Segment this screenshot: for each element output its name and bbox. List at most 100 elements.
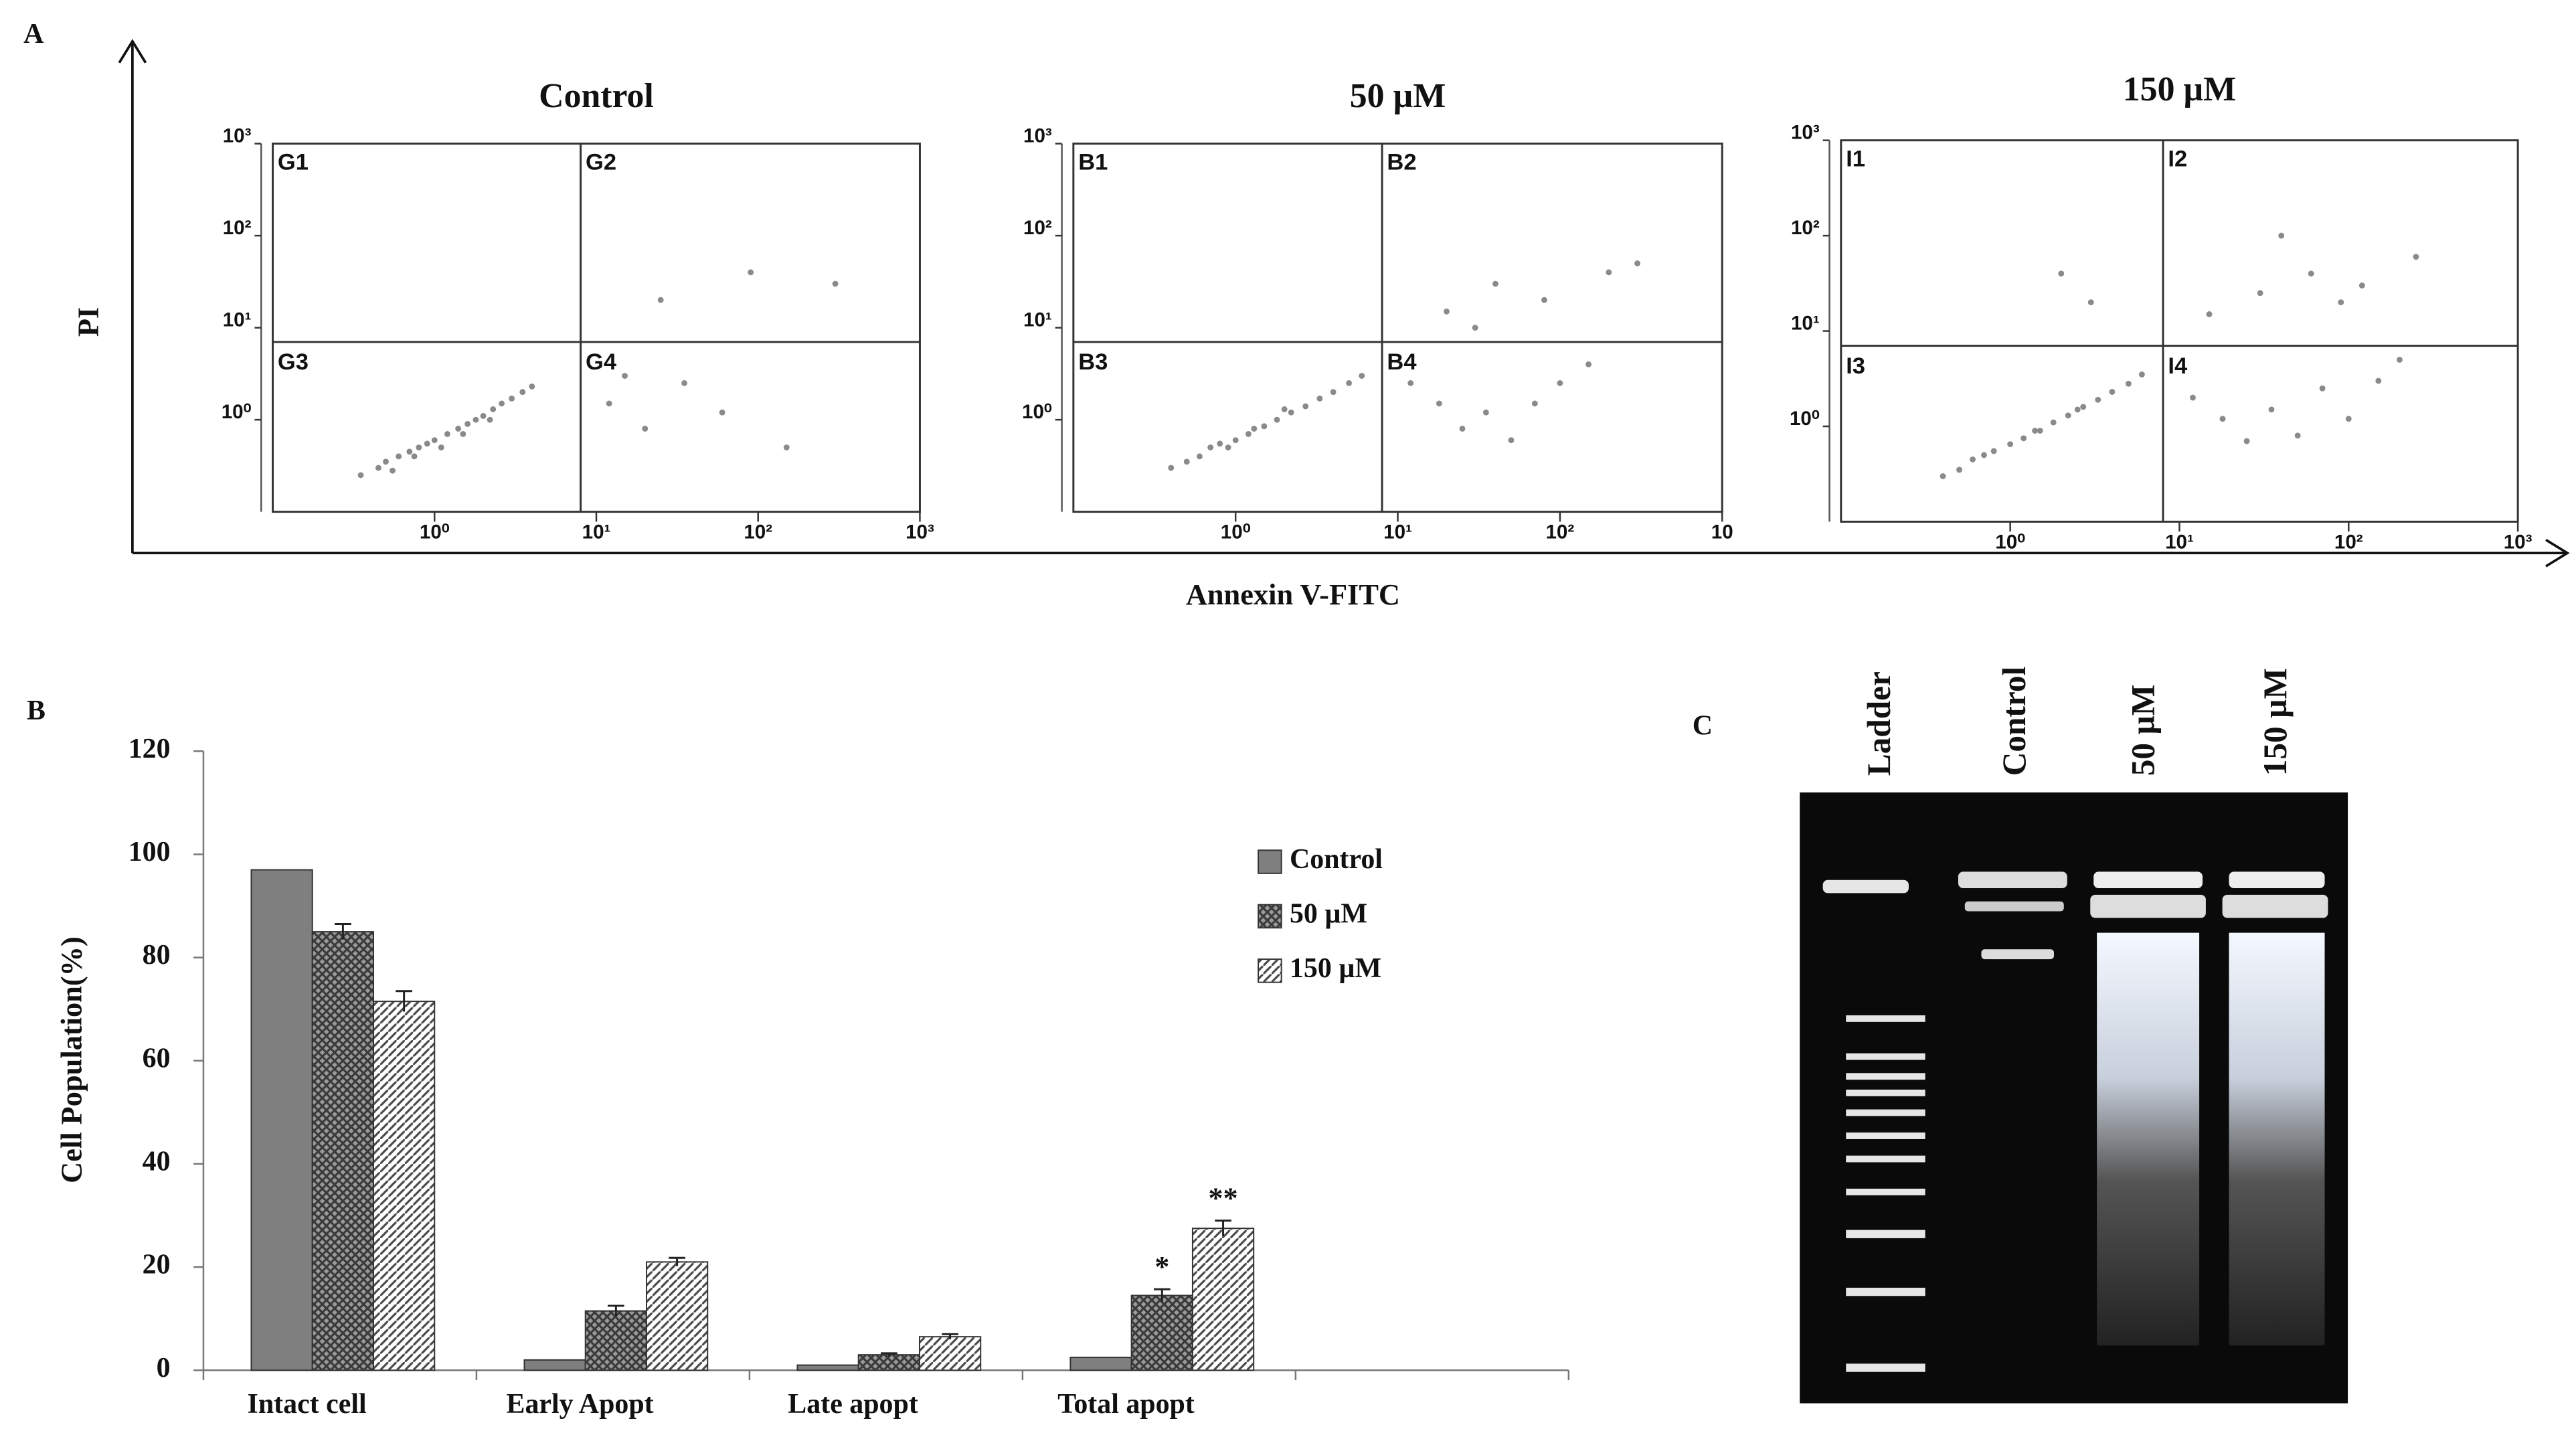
band (1846, 1073, 1925, 1080)
flow-axes (118, 39, 2570, 568)
x-axis-label: Annexin V-FITC (1186, 578, 1400, 611)
point (748, 269, 754, 276)
point (1531, 400, 1538, 407)
point (2278, 232, 2285, 239)
point (606, 400, 612, 407)
band (1846, 1053, 1925, 1060)
point (1281, 406, 1288, 412)
point (416, 444, 422, 450)
x-tick-label: 10² (1545, 521, 1574, 543)
y-axis-label: PI (71, 307, 104, 337)
point (383, 458, 389, 465)
point (1359, 373, 1365, 379)
lane-label: 50 µM (2124, 685, 2161, 776)
ladder-bands (1822, 879, 1925, 1372)
lane-label: Ladder (1861, 671, 1897, 776)
x-tick-label: 10⁰ (1995, 531, 2025, 553)
point (2396, 356, 2403, 363)
quadrant-label: I3 (1846, 353, 1865, 379)
arrow-head (2545, 538, 2570, 568)
point (460, 430, 466, 437)
band (1846, 1089, 1925, 1096)
point (1634, 260, 1640, 266)
point (657, 297, 664, 303)
error-bar (608, 1304, 624, 1317)
error-bar (942, 1333, 958, 1340)
point (2358, 282, 2365, 289)
point (1444, 308, 1450, 315)
point (783, 444, 790, 450)
point (2021, 435, 2027, 442)
quadrant-label: G4 (586, 349, 617, 375)
x-tick-label: 10² (744, 521, 772, 543)
point (499, 400, 505, 407)
y-tick-label: 10¹ (223, 309, 252, 331)
panel-label: B (27, 695, 46, 726)
y-tick-label: 10⁰ (1022, 401, 1052, 423)
legend-label: Control (1290, 844, 1383, 875)
point (2109, 389, 2116, 395)
plot-title: Control (539, 77, 654, 115)
quadrant-label: I2 (2168, 146, 2187, 171)
y-tick-label: 10³ (1791, 122, 1820, 144)
y-tick-label: 100 (128, 837, 171, 867)
x-tick-label: Intact cell (248, 1389, 367, 1420)
point (431, 437, 438, 444)
y-axis-label: Cell Population(%) (55, 936, 88, 1183)
band (2090, 894, 2206, 918)
point (1482, 409, 1489, 416)
point (2206, 311, 2213, 317)
point (1459, 426, 1466, 432)
point (2190, 394, 2196, 401)
y-tick-label: 20 (143, 1250, 171, 1280)
point (1207, 444, 1214, 450)
point (2308, 270, 2314, 277)
point (1196, 453, 1203, 460)
point (2037, 428, 2043, 434)
point (1225, 444, 1231, 450)
point (2095, 396, 2101, 403)
band (1846, 1287, 1925, 1296)
quadrant-label: B4 (1387, 349, 1417, 375)
quadrant-label: I1 (1846, 146, 1865, 171)
point (1302, 403, 1309, 410)
plot-title: 150 µM (2123, 70, 2236, 108)
point (1981, 452, 1987, 458)
point (1316, 396, 1323, 402)
x-tick-label: 10¹ (582, 521, 611, 543)
point (473, 416, 479, 423)
error-bar (335, 923, 351, 940)
x-tick-label: Total apopt (1057, 1389, 1195, 1420)
point (1990, 448, 1997, 454)
band (1846, 1363, 1925, 1372)
y-tick-label: 10³ (223, 125, 252, 147)
y-tick-label: 80 (143, 940, 171, 971)
legend-swatch (1258, 849, 1282, 874)
quadrant-label: G2 (586, 149, 616, 175)
point (2080, 404, 2087, 410)
gel (1800, 792, 2348, 1404)
point (2319, 385, 2326, 392)
point (1436, 400, 1442, 407)
point (1168, 465, 1175, 471)
bar (918, 1336, 982, 1371)
point (719, 409, 725, 416)
x-tick-label: 10 (1711, 521, 1733, 543)
legend-label: 150 µM (1290, 953, 1381, 984)
significance-label: * (1154, 1250, 1169, 1283)
smear (2229, 932, 2325, 1346)
point (490, 406, 497, 412)
point (2338, 299, 2344, 306)
y-tick-label: 0 (157, 1353, 171, 1383)
point (2032, 428, 2039, 434)
point (509, 396, 515, 402)
band (1846, 1132, 1925, 1139)
point (390, 467, 396, 474)
error-bar (396, 990, 412, 1012)
band (1964, 901, 2064, 912)
lane-label: Control (1996, 667, 2033, 776)
point (1940, 473, 1946, 479)
point (2257, 290, 2263, 297)
point (406, 448, 413, 455)
